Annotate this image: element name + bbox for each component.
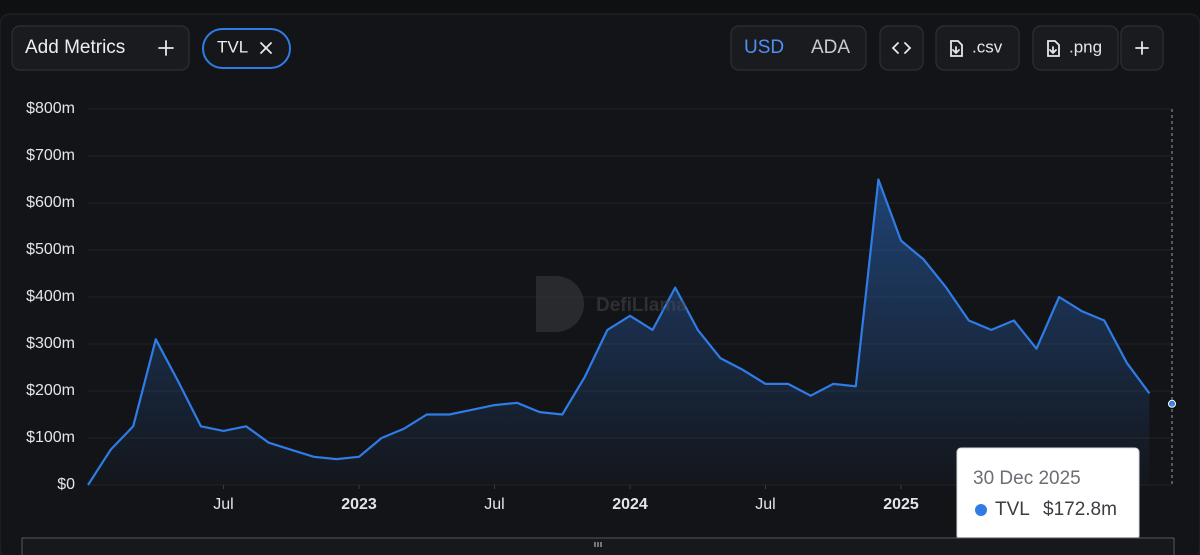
watermark-text: DefiLlama [596,295,687,316]
tooltip-date: 30 Dec 2025 [973,468,1081,489]
y-tick-label: $500m [26,241,75,258]
x-tick-label: 2023 [341,496,377,513]
embed-button[interactable] [879,25,924,71]
currency-option[interactable]: USD [744,37,784,58]
tooltip: 30 Dec 2025 TVL $172.8m [956,447,1140,541]
x-tick-label: Jul [755,496,775,513]
tooltip-series: TVL [995,499,1030,520]
chart: $0 $100m $200m $300m $400m $500m $600m $700m $80… [26,100,1176,513]
x-tick-label: 2024 [612,496,648,513]
add-metrics-button[interactable]: Add Metrics [11,25,190,71]
line [87,178,1151,486]
png-button[interactable]: .png [1032,25,1119,71]
tooltip-value: $172.8m [1043,499,1117,520]
x-tick-label: Jul [484,496,504,513]
metric-chip[interactable]: TVL [202,28,291,69]
add-metrics-label: Add Metrics [25,37,125,58]
y-tick-label: $400m [26,288,75,305]
tooltip-swatch [975,504,987,516]
y-tick-label: $200m [26,382,75,399]
y-tick-label: $300m [26,335,75,352]
y-tick-label: $0 [57,476,75,493]
y-tick-label: $800m [26,100,75,117]
csv-label: .csv [972,37,1003,56]
watermark: DefiLlama [536,276,687,332]
x-tick-label: 2025 [883,496,919,513]
area [88,179,1150,485]
csv-button[interactable]: .csv [935,25,1020,71]
metric-chip-label: TVL [217,37,248,56]
y-tick-label: $600m [26,194,75,211]
y-tick-label: $100m [26,429,75,446]
currency-option[interactable]: ADA [811,37,850,58]
more-button[interactable] [1120,25,1164,71]
y-tick-label: $700m [26,147,75,164]
png-label: .png [1069,37,1102,56]
range-slider[interactable] [21,537,1175,555]
currency-toggle: USD ADA [730,25,867,71]
x-tick-label: Jul [213,496,233,513]
